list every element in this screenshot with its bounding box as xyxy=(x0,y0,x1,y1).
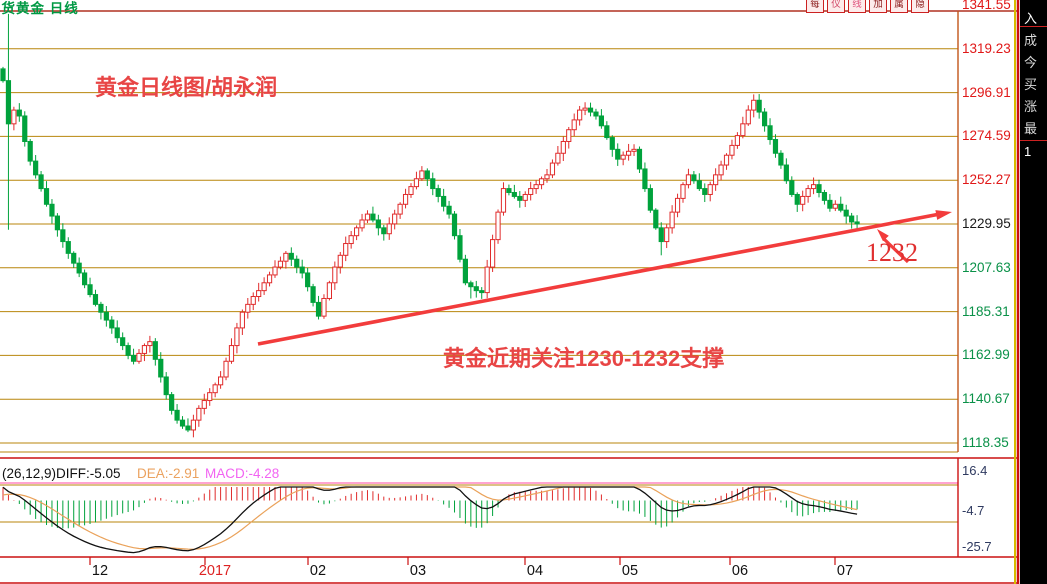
price-tick-label: 1319.23 xyxy=(962,40,1011,56)
price-tick-label: 1296.91 xyxy=(962,84,1011,100)
support-note-annotation: 黄金近期关注1230-1232支撑 xyxy=(443,346,725,371)
time-tick-label: 2017 xyxy=(198,563,232,579)
macd-params-label: (26,12,9) xyxy=(2,466,57,481)
quote-panel-divider xyxy=(1020,26,1047,27)
time-tick-label: 05 xyxy=(621,563,639,579)
toolbar-button-2[interactable]: 仪 xyxy=(827,0,845,13)
quote-panel-label: 最 xyxy=(1024,121,1038,136)
time-tick-label: 04 xyxy=(526,563,544,579)
price-tick-label: 1185.31 xyxy=(962,303,1010,319)
quote-panel-label: 成 xyxy=(1024,33,1038,48)
quote-panel-label: 买 xyxy=(1024,77,1038,92)
quote-panel-label: 涨 xyxy=(1024,99,1038,114)
watermark-annotation: 黄金日线图/胡永润 xyxy=(95,75,278,100)
support-level-label: 1232 xyxy=(866,238,918,267)
toolbar-button-1[interactable]: 每 xyxy=(806,0,824,13)
time-tick-label: 12 xyxy=(91,563,109,579)
toolbar-button-4[interactable]: 加 xyxy=(869,0,887,13)
quote-panel-value: 1 xyxy=(1024,144,1032,159)
quote-panel-strip: 入成今买涨最 1 xyxy=(1020,0,1047,584)
quote-panel-label: 今 xyxy=(1024,55,1038,70)
price-tick-label: 1341.55 xyxy=(962,0,1011,12)
price-tick-label: 1140.67 xyxy=(962,391,1010,407)
price-tick-label: 1229.95 xyxy=(962,216,1011,231)
time-tick-label: 02 xyxy=(309,563,327,579)
time-tick-label: 03 xyxy=(409,563,427,579)
macd-panel-surface[interactable] xyxy=(0,485,958,557)
macd-value-label: MACD:-4.28 xyxy=(205,466,280,481)
time-tick-label: 07 xyxy=(836,563,854,579)
macd-tick-label: -25.7 xyxy=(962,539,992,554)
symbol-title: 现货黄金 日线 xyxy=(0,1,79,16)
price-tick-label: 1274.59 xyxy=(962,128,1011,144)
dea-value-label: DEA:-2.91 xyxy=(137,466,200,481)
macd-tick-label: -4.7 xyxy=(962,503,985,518)
toolbar-button-5[interactable]: 属 xyxy=(890,0,908,13)
time-tick-label: 06 xyxy=(731,563,749,579)
price-tick-label: 1118.35 xyxy=(962,435,1009,450)
quote-panel-divider xyxy=(1020,140,1047,141)
chart-toolbar: 每仪线加属隐 xyxy=(806,0,929,13)
quote-panel-label: 入 xyxy=(1024,11,1038,26)
diff-value-label: DIFF:-5.05 xyxy=(56,466,121,481)
toolbar-button-3[interactable]: 线 xyxy=(848,0,866,13)
indicator-labels: (26,12,9) DIFF:-5.05 DEA:-2.91 MACD:-4.2… xyxy=(0,466,958,483)
price-tick-label: 1162.99 xyxy=(962,347,1010,363)
macd-tick-label: 16.4 xyxy=(962,463,988,478)
price-tick-label: 1207.63 xyxy=(962,259,1011,275)
toolbar-button-6[interactable]: 隐 xyxy=(911,0,929,13)
price-tick-label: 1252.27 xyxy=(962,172,1011,188)
